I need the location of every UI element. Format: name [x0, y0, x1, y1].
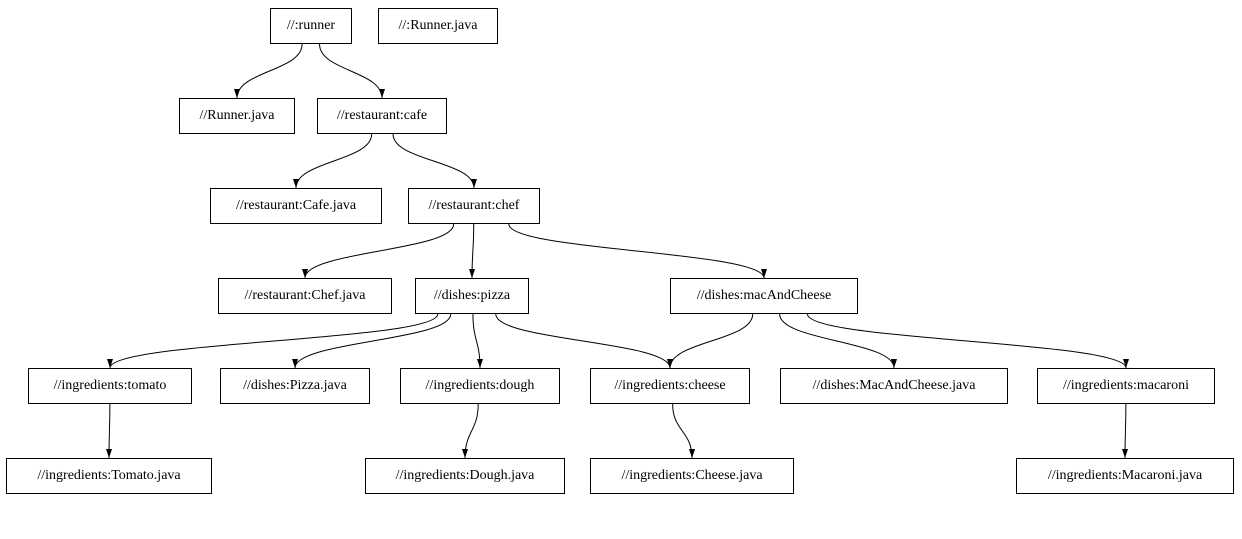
- node-chef-java: //restaurant:Chef.java: [218, 278, 392, 314]
- node-dough: //ingredients:dough: [400, 368, 560, 404]
- edge-mac-to-cheese: [670, 314, 753, 368]
- node-label: //dishes:macAndCheese: [697, 288, 832, 304]
- edge-pizza-to-dough: [473, 314, 480, 368]
- edge-pizza-to-cheese: [496, 314, 670, 368]
- node-runner: //:runner: [270, 8, 352, 44]
- node-label: //:Runner.java: [399, 18, 478, 34]
- node-cheese-java: //ingredients:Cheese.java: [590, 458, 794, 494]
- node-label: //restaurant:chef: [429, 198, 520, 214]
- node-label: //ingredients:Macaroni.java: [1048, 468, 1202, 484]
- node-label: //ingredients:cheese: [614, 378, 725, 394]
- edge-chef-to-pizza: [472, 224, 474, 278]
- node-label: //Runner.java: [199, 108, 274, 124]
- node-runner-java: //Runner.java: [179, 98, 295, 134]
- dependency-graph: //:runner //:Runner.java //Runner.java //re…: [0, 0, 1242, 539]
- edge-pizza-to-tomato: [110, 314, 438, 368]
- edge-cafe-to-cafe-java: [296, 134, 372, 188]
- node-cafe: //restaurant:cafe: [317, 98, 447, 134]
- node-label: //restaurant:Cafe.java: [236, 198, 356, 214]
- edge-tomato-to-tomato-java: [109, 404, 110, 458]
- edge-cafe-to-chef: [393, 134, 474, 188]
- node-macaroni: //ingredients:macaroni: [1037, 368, 1215, 404]
- node-label: //ingredients:Dough.java: [396, 468, 535, 484]
- node-label: //dishes:MacAndCheese.java: [813, 378, 976, 394]
- edge-mac-to-mac-java: [780, 314, 894, 368]
- node-chef: //restaurant:chef: [408, 188, 540, 224]
- edge-runner-to-runner-java: [237, 44, 302, 98]
- edge-macaroni-to-macaroni-java: [1125, 404, 1126, 458]
- node-label: //dishes:pizza: [434, 288, 510, 304]
- node-label: //:runner: [287, 18, 335, 34]
- edge-runner-to-cafe: [320, 44, 382, 98]
- node-label: //ingredients:tomato: [54, 378, 167, 394]
- node-mac-java: //dishes:MacAndCheese.java: [780, 368, 1008, 404]
- node-label: //dishes:Pizza.java: [243, 378, 347, 394]
- edge-mac-to-macaroni: [807, 314, 1126, 368]
- edge-chef-to-chef-java: [305, 224, 454, 278]
- node-label: //ingredients:Cheese.java: [621, 468, 762, 484]
- node-tomato: //ingredients:tomato: [28, 368, 192, 404]
- node-dough-java: //ingredients:Dough.java: [365, 458, 565, 494]
- node-label: //restaurant:Chef.java: [245, 288, 366, 304]
- node-label: //ingredients:dough: [426, 378, 535, 394]
- node-tomato-java: //ingredients:Tomato.java: [6, 458, 212, 494]
- edge-pizza-to-pizza-java: [295, 314, 451, 368]
- node-cheese: //ingredients:cheese: [590, 368, 750, 404]
- node-label: //ingredients:macaroni: [1063, 378, 1189, 394]
- edge-dough-to-dough-java: [465, 404, 478, 458]
- node-pizza: //dishes:pizza: [415, 278, 529, 314]
- edge-cheese-to-cheese-java: [673, 404, 692, 458]
- edge-chef-to-mac: [509, 224, 764, 278]
- node-runner-java-top: //:Runner.java: [378, 8, 498, 44]
- node-mac: //dishes:macAndCheese: [670, 278, 858, 314]
- node-pizza-java: //dishes:Pizza.java: [220, 368, 370, 404]
- node-macaroni-java: //ingredients:Macaroni.java: [1016, 458, 1234, 494]
- node-cafe-java: //restaurant:Cafe.java: [210, 188, 382, 224]
- node-label: //ingredients:Tomato.java: [37, 468, 180, 484]
- node-label: //restaurant:cafe: [337, 108, 427, 124]
